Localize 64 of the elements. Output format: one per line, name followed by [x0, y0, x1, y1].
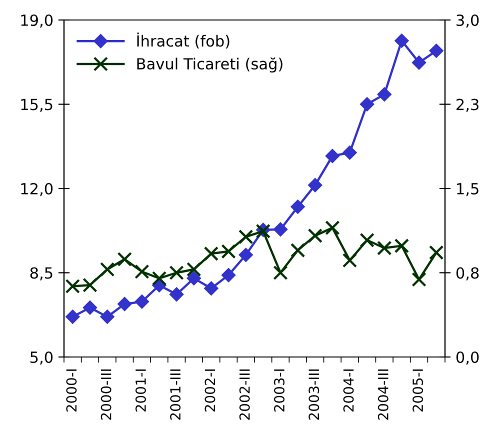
point: [412, 272, 426, 287]
point: [117, 296, 132, 312]
point: [238, 248, 254, 262]
point: [428, 245, 444, 260]
point: [65, 310, 80, 324]
y-tick-label: 19,0: [21, 14, 53, 28]
point: [360, 97, 374, 112]
x-tick-label: 2001-III: [170, 369, 181, 420]
x-tick-label: 2000-I: [66, 369, 77, 412]
point: [412, 55, 426, 70]
point: [82, 300, 98, 315]
point: [100, 262, 115, 277]
point: [134, 264, 150, 279]
x-tick-label: 2000-III: [100, 369, 112, 420]
y2-tick-label: 2,3: [456, 98, 478, 112]
y2-tick-label: 0,0: [456, 351, 479, 365]
point: [117, 252, 132, 267]
x-tick-label: 2003-III: [308, 369, 320, 420]
x-tick-label: 2002-I: [204, 369, 216, 412]
point: [152, 271, 167, 286]
point: [325, 148, 340, 164]
point: [221, 268, 236, 282]
point: [342, 145, 357, 160]
point: [377, 240, 392, 256]
y-tick-label: 8,5: [30, 267, 52, 280]
point: [204, 246, 219, 262]
point: [186, 262, 202, 277]
point: [308, 178, 322, 192]
point: [186, 271, 202, 286]
point: [169, 287, 184, 302]
y-tick-label: 15,5: [21, 98, 52, 112]
point: [290, 242, 306, 258]
point: [394, 33, 409, 48]
point: [429, 44, 444, 58]
y-tick-label: 5,0: [30, 351, 53, 365]
point: [204, 281, 218, 296]
point: [273, 265, 288, 280]
x-tick-label: 2005-I: [412, 369, 424, 412]
point: [325, 220, 340, 236]
y-tick-label: 12,0: [21, 182, 53, 196]
point: [100, 310, 115, 324]
x-tick-label: 2002-III: [239, 369, 250, 420]
x-tick-label: 2001-I: [135, 369, 146, 412]
point: [342, 253, 358, 268]
point: [65, 278, 80, 294]
point: [394, 238, 410, 254]
point: [308, 228, 322, 244]
legend-label: Bavul Ticareti (sağ): [137, 57, 282, 73]
point: [221, 244, 236, 259]
y2-tick-label: 0,8: [456, 267, 479, 280]
x-tick-label: 2004-III: [378, 369, 388, 420]
point: [273, 222, 288, 237]
point: [134, 294, 150, 309]
x-tick-label: 2004-I: [343, 369, 354, 412]
point: [82, 278, 98, 292]
point: [169, 265, 184, 280]
x-tick-label: 2003-I: [274, 369, 285, 412]
point: [238, 229, 254, 244]
point: [290, 200, 306, 214]
point: [360, 232, 374, 248]
y2-tick-label: 1,5: [457, 183, 478, 196]
legend-label: İhracat (fob): [137, 32, 230, 49]
y2-tick-label: 3,0: [456, 14, 479, 28]
point: [377, 87, 392, 102]
